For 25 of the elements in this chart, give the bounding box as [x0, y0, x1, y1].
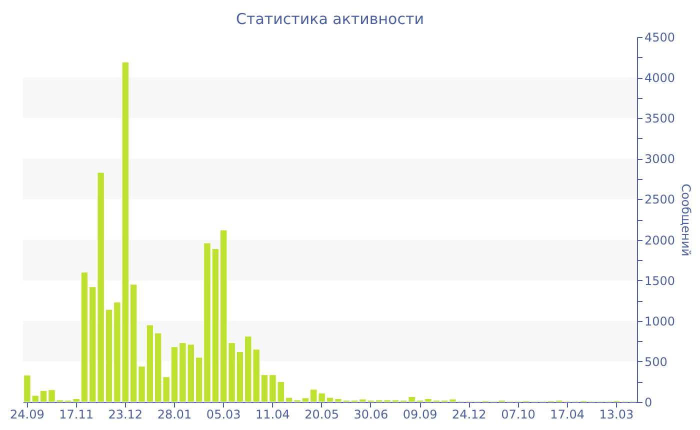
y-axis-title: Сообщений	[679, 184, 694, 256]
y-tick-label: 1000	[644, 314, 676, 328]
y-tick-label: 4000	[644, 71, 676, 86]
y-tick-label: 500	[644, 354, 668, 369]
x-tick-label: 30.06	[354, 408, 388, 422]
chart-title: Статистика активности	[236, 10, 424, 28]
y-tick-label: 3000	[644, 152, 676, 166]
x-tick-label: 28.01	[157, 408, 192, 422]
x-tick-label: 05.03	[206, 408, 241, 422]
x-tick-label: 23.12	[108, 408, 143, 422]
y-tick-label: 3500	[644, 112, 676, 126]
y-tick-label: 2000	[644, 233, 676, 248]
x-tick-label: 11.04	[256, 408, 290, 422]
x-tick-label: 20.05	[304, 408, 339, 422]
x-tick-label: 09.09	[402, 408, 438, 422]
y-tick-label: 2500	[644, 192, 676, 207]
y-tick-label: 4500	[644, 30, 676, 44]
x-tick-label: 07.10	[501, 408, 536, 422]
x-tick-label: 17.11	[59, 408, 94, 422]
x-tick-label: 24.09	[10, 408, 44, 422]
x-tick-label: 13.03	[599, 408, 634, 422]
y-tick-label: 1500	[644, 274, 676, 288]
y-tick-label: 0	[644, 396, 652, 410]
x-tick-label: 24.12	[452, 408, 486, 422]
x-tick-label: 17.04	[550, 408, 585, 422]
